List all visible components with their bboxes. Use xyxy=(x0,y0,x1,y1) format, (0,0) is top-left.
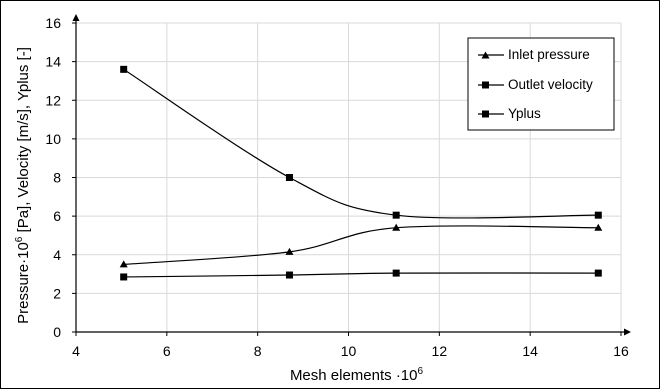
y-axis-label: Pressure·106 [Pa], Velocity [m/s], Yplus… xyxy=(14,47,32,324)
data-point-yplus xyxy=(594,211,602,219)
data-point-inlet-pressure xyxy=(285,247,294,255)
y-tick-label: 8 xyxy=(53,170,61,186)
y-tick-label: 14 xyxy=(45,54,61,70)
legend-item-outlet-velocity: Outlet velocity xyxy=(478,77,593,92)
data-point-yplus xyxy=(392,211,400,219)
series-layer xyxy=(119,65,603,281)
data-point-yplus xyxy=(120,65,128,73)
x-tick-label: 4 xyxy=(72,343,80,359)
data-point-outlet-velocity xyxy=(120,273,128,281)
data-point-outlet-velocity xyxy=(392,269,400,277)
series-line-inlet-pressure xyxy=(123,225,599,266)
x-axis-arrow xyxy=(624,328,631,336)
legend-box xyxy=(467,37,615,131)
x-axis-label-superscript: 6 xyxy=(418,366,424,377)
data-point-outlet-velocity xyxy=(594,269,602,277)
y-axis-label-rest: [Pa], Velocity [m/s], Yplus [-] xyxy=(15,47,32,237)
x-tick-label: 10 xyxy=(341,343,357,359)
axes-layer xyxy=(72,14,631,336)
series-line-yplus xyxy=(123,68,599,219)
x-tick-label: 14 xyxy=(522,343,538,359)
x-tick-label: 16 xyxy=(613,343,629,359)
data-point-inlet-pressure xyxy=(392,223,401,231)
y-tick-label: 10 xyxy=(45,131,61,147)
legend-label-outlet-velocity: Outlet velocity xyxy=(508,77,593,92)
data-point-yplus xyxy=(285,174,293,181)
y-tick-label: 6 xyxy=(53,208,61,224)
y-axis-label-main: Pressure·10 xyxy=(15,242,32,324)
data-point-inlet-pressure xyxy=(119,260,128,268)
y-axis-label-superscript: 6 xyxy=(14,236,25,242)
legend-item-yplus: Yplus xyxy=(478,106,541,121)
y-tick-label: 12 xyxy=(45,92,61,108)
y-tick-label: 16 xyxy=(45,15,61,31)
legend-marker-inlet-pressure xyxy=(481,51,490,59)
x-axis-label: Mesh elements ·106 xyxy=(290,366,424,384)
x-axis-label-main: Mesh elements ·10 xyxy=(290,367,418,384)
data-point-outlet-velocity xyxy=(285,271,293,279)
y-tick-label: 0 xyxy=(53,324,61,340)
series-line-outlet-velocity xyxy=(123,272,599,278)
y-axis-arrow xyxy=(72,14,80,21)
y-tick-label: 4 xyxy=(53,247,61,263)
ticks-layer: 4 6 8 10 12 14 16 0 2 4 6 8 10 12 14 16 xyxy=(45,15,629,359)
y-tick-label: 2 xyxy=(53,285,61,301)
legend-item-inlet-pressure: Inlet pressure xyxy=(478,47,590,62)
legend-label-yplus: Yplus xyxy=(508,106,541,121)
legend-marker-yplus xyxy=(482,110,489,118)
legend-label-inlet-pressure: Inlet pressure xyxy=(508,47,590,62)
x-tick-label: 8 xyxy=(254,343,262,359)
legend-marker-outlet-velocity xyxy=(482,81,489,89)
x-tick-label: 6 xyxy=(163,343,171,359)
data-point-inlet-pressure xyxy=(594,223,603,231)
x-tick-label: 12 xyxy=(432,343,448,359)
legend: Inlet pressure Outlet velocity Yplus xyxy=(467,37,615,131)
